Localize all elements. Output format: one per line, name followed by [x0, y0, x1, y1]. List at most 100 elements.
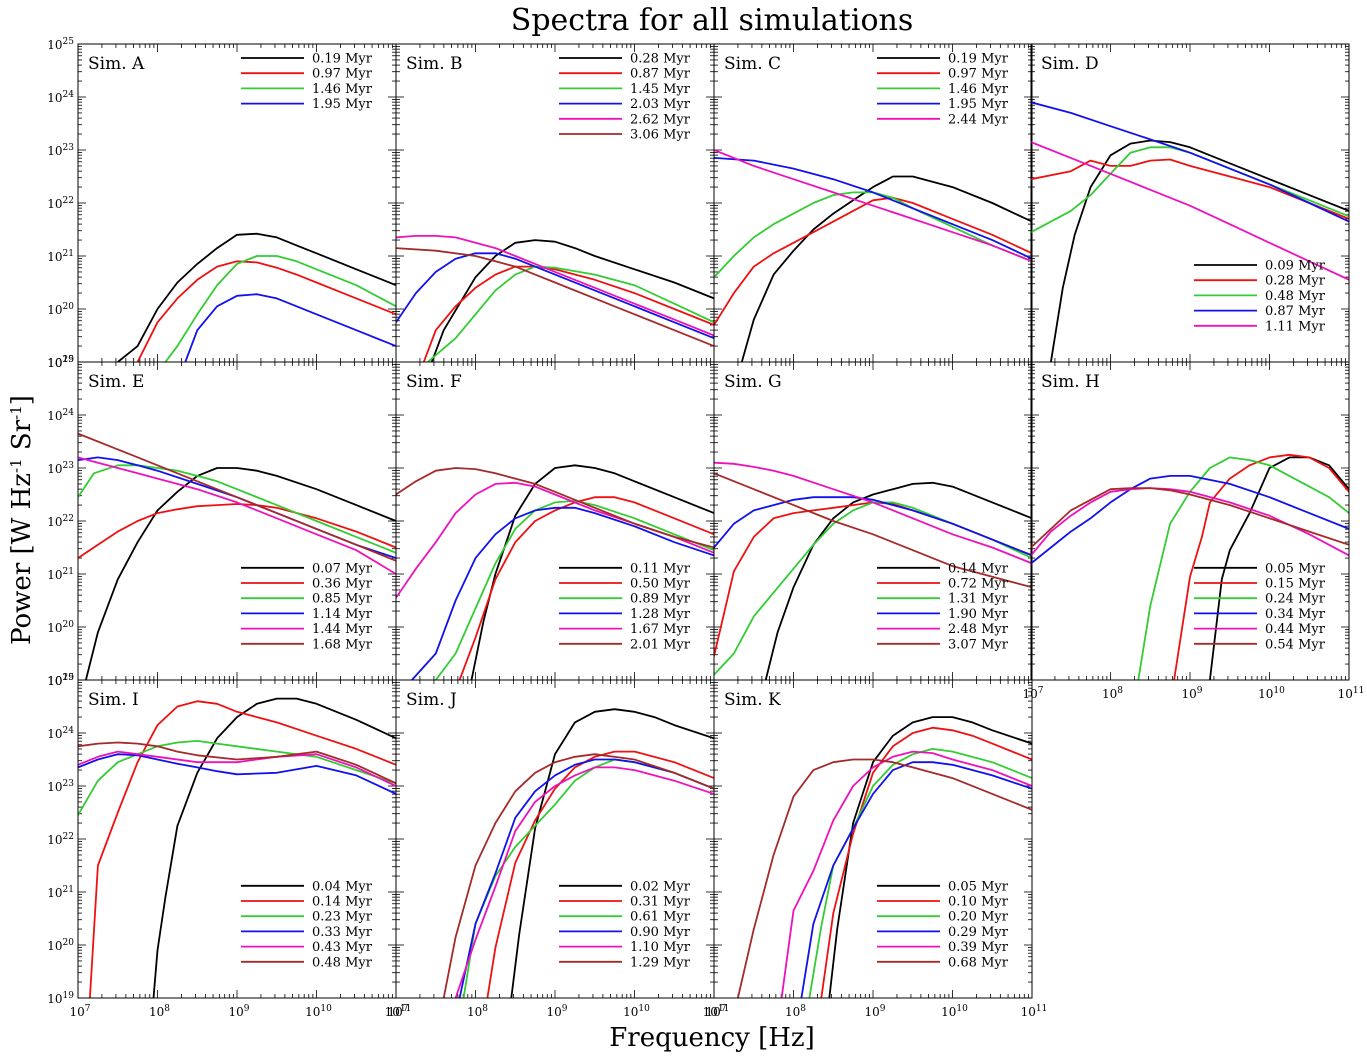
y-axis-label: Power [W Hz-1 Sr-1] — [7, 395, 37, 645]
series-line — [1031, 158, 1349, 220]
series-line — [1209, 456, 1349, 680]
x-tick-label: 1010 — [941, 1004, 968, 1019]
series-line — [714, 196, 1032, 326]
series-line — [714, 149, 1032, 263]
y-tick-label: 1019 — [47, 355, 74, 370]
panel-label: Sim. D — [1041, 54, 1099, 74]
legend-entry: 1.95 Myr — [948, 97, 1009, 112]
y-tick-label: 1025 — [47, 355, 74, 370]
series-line — [117, 232, 396, 362]
panel-label: Sim. J — [406, 690, 457, 710]
y-tick-label: 1024 — [47, 408, 74, 423]
panel-label: Sim. F — [406, 372, 462, 392]
axis-ticks — [713, 679, 1033, 999]
panel-label: Sim. A — [88, 54, 145, 74]
y-tick-label: 1022 — [47, 196, 74, 211]
legend-entry: 0.29 Myr — [948, 925, 1009, 940]
series-line — [78, 503, 396, 559]
legend-entry: 2.62 Myr — [630, 112, 691, 127]
y-tick-label: 1021 — [47, 885, 74, 900]
legend-entry: 1.45 Myr — [630, 82, 691, 97]
series-line — [454, 766, 714, 998]
legend-entry: 0.07 Myr — [312, 561, 373, 576]
series-line — [714, 496, 1032, 557]
series-line — [422, 265, 714, 362]
legend-entry: 0.11 Myr — [630, 561, 691, 576]
figure-title: Spectra for all simulations — [511, 3, 913, 38]
series-line — [714, 472, 1032, 589]
series-line — [780, 750, 1032, 998]
x-tick-label: 109 — [1181, 686, 1202, 701]
series-line — [714, 461, 1032, 565]
legend-entry: 3.07 Myr — [948, 637, 1009, 652]
series-group — [396, 464, 714, 680]
legend-entry: 0.15 Myr — [1265, 577, 1326, 592]
series-group — [78, 432, 396, 680]
legend-entry: 0.43 Myr — [312, 940, 373, 955]
legend-entry: 1.46 Myr — [312, 82, 373, 97]
series-line — [164, 255, 396, 362]
series-group — [78, 697, 396, 998]
panel-label: Sim. C — [724, 54, 781, 74]
legend-entry: 0.04 Myr — [312, 879, 373, 894]
series-group — [442, 708, 714, 998]
series-line — [1031, 474, 1349, 565]
series-line — [78, 741, 396, 785]
series-line — [1050, 139, 1349, 362]
series-line — [470, 464, 714, 680]
series-line — [737, 758, 1032, 998]
x-tick-label: 1011 — [385, 1004, 412, 1019]
series-line — [1031, 146, 1349, 233]
series-line — [740, 175, 1032, 362]
x-tick-label: 1010 — [1258, 686, 1285, 701]
y-tick-label: 1025 — [47, 673, 74, 688]
x-tick-label: 107 — [69, 1004, 90, 1019]
legend-entry: 0.39 Myr — [948, 940, 1009, 955]
legend-entry: 0.85 Myr — [312, 592, 373, 607]
legend-entry: 0.54 Myr — [1265, 637, 1326, 652]
y-tick-label: 1020 — [47, 620, 74, 635]
legend-entry: 1.95 Myr — [312, 97, 373, 112]
series-group — [737, 716, 1032, 998]
legend-entry: 0.24 Myr — [1265, 592, 1326, 607]
y-tick-label: 1023 — [47, 143, 74, 158]
legend-entry: 1.44 Myr — [312, 622, 373, 637]
legend-entry: 0.31 Myr — [630, 895, 691, 910]
panels-group: 1019 1020 1021 1022 1023 1024 1025 Sim. A 0.19 M… — [47, 37, 1364, 1019]
legend-entry: 0.09 Myr — [1265, 259, 1326, 274]
series-line — [396, 252, 714, 340]
legend-entry: 1.67 Myr — [630, 622, 691, 637]
panel-label: Sim. H — [1041, 372, 1100, 392]
legend-entry: 0.05 Myr — [1265, 561, 1326, 576]
y-tick-label: 1024 — [47, 726, 74, 741]
x-tick-label: 109 — [546, 1004, 567, 1019]
legend-entry: 0.34 Myr — [1265, 607, 1326, 622]
legend-entry: 0.33 Myr — [312, 925, 373, 940]
x-tick-label: 107 — [705, 1004, 726, 1019]
series-line — [435, 499, 714, 680]
legend-entry: 2.03 Myr — [630, 97, 691, 112]
x-tick-label: 1011 — [1338, 686, 1365, 701]
legend-entry: 0.48 Myr — [312, 955, 373, 970]
series-line — [1031, 487, 1349, 557]
legend-entry: 2.01 Myr — [630, 637, 691, 652]
y-tick-label: 1023 — [47, 779, 74, 794]
x-tick-label: 108 — [467, 1004, 488, 1019]
series-line — [486, 750, 714, 998]
legend-entry: 3.06 Myr — [630, 128, 691, 143]
legend-entry: 0.02 Myr — [630, 879, 691, 894]
series-group — [1031, 101, 1349, 362]
legend-entry: 1.11 Myr — [1265, 319, 1326, 334]
legend-entry: 0.90 Myr — [630, 925, 691, 940]
series-line — [78, 464, 396, 554]
legend-entry: 2.44 Myr — [948, 112, 1009, 127]
legend-entry: 0.14 Myr — [948, 561, 1009, 576]
